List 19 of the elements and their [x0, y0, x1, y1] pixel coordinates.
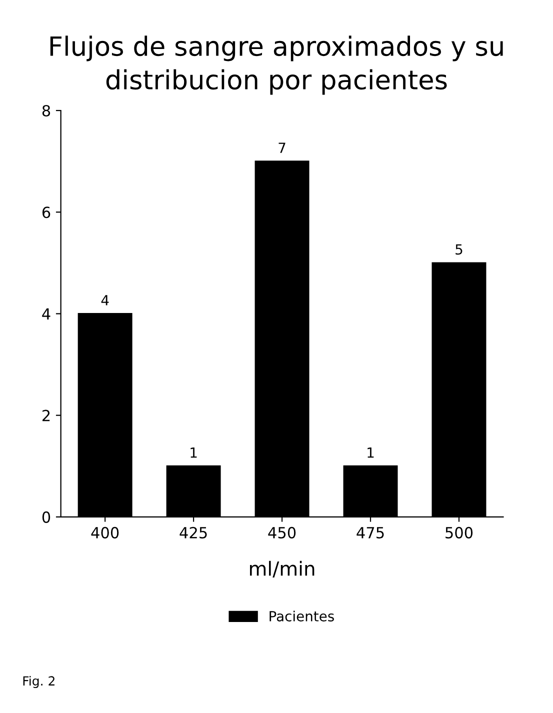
- y-tick-label: 0: [42, 511, 50, 523]
- y-tick-label: 2: [42, 410, 50, 422]
- y-tick-label: 8: [42, 104, 50, 117]
- x-tick-label: 450: [268, 526, 296, 538]
- x-tick-label: 500: [446, 526, 473, 538]
- data-label: 5: [456, 244, 462, 255]
- x-tick-label: 425: [180, 526, 207, 538]
- chart-title: Flujos de sangre aproximados y su distribucion por pacientes: [50, 36, 503, 95]
- y-tick-label: 6: [42, 206, 50, 218]
- x-tick-label: 400: [91, 526, 119, 538]
- data-label: 1: [368, 448, 374, 458]
- x-tick-label: 475: [356, 527, 384, 538]
- data-label: 7: [278, 142, 286, 153]
- x-axis-title: ml/min: [250, 560, 314, 578]
- caption: Fig. 2: [23, 676, 54, 688]
- data-label: 4: [101, 295, 109, 306]
- data-label: 1: [190, 448, 197, 458]
- legend-label: Pacientes: [270, 610, 334, 622]
- y-tick-label: 4: [42, 308, 50, 320]
